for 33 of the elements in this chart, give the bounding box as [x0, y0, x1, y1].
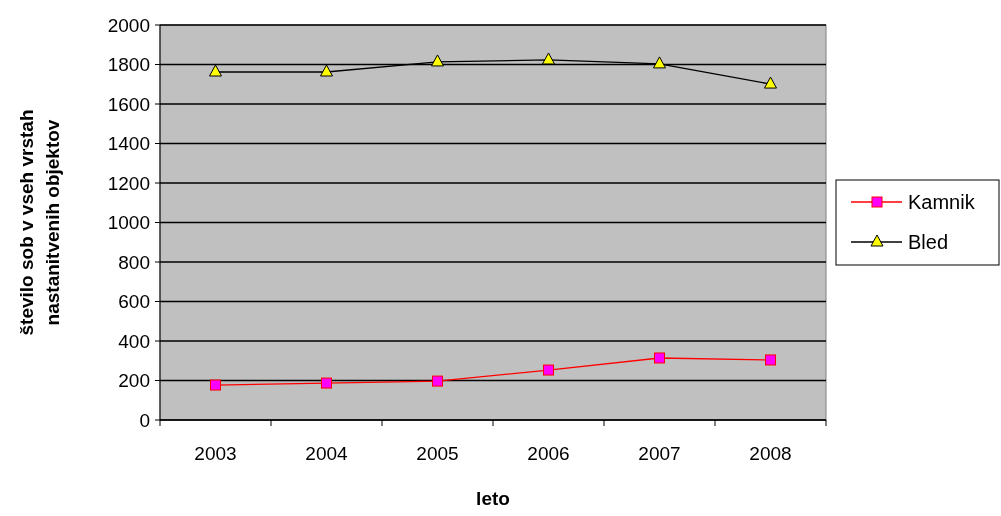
x-axis-title: leto — [476, 488, 510, 509]
y-tick-label: 600 — [118, 291, 150, 313]
point — [210, 379, 221, 391]
y-axis-title: število sob v vseh vrstah nastanitvenih objektov — [16, 109, 63, 336]
point — [542, 52, 555, 65]
x-tick-label: 2003 — [194, 443, 237, 464]
y-tick-label: 400 — [118, 330, 150, 352]
y-tick-label: 1400 — [107, 133, 150, 155]
y-tick-label: 1200 — [107, 172, 150, 194]
y-tick-label: 1600 — [107, 93, 150, 115]
y-tick-label: 1000 — [107, 212, 150, 234]
point — [653, 56, 666, 69]
y-tick-label: 0 — [139, 409, 150, 431]
point — [432, 375, 443, 387]
point — [321, 377, 332, 389]
y-tick-label: 200 — [118, 370, 150, 392]
point — [543, 364, 554, 376]
point — [431, 54, 444, 67]
legend-label: Bled — [908, 231, 949, 253]
point — [209, 64, 222, 77]
x-tick-label: 2005 — [416, 443, 459, 464]
x-tick-label: 2008 — [749, 443, 792, 464]
x-tick-label: 2006 — [527, 443, 570, 464]
y-tick-label: 2000 — [107, 14, 150, 36]
point — [765, 354, 776, 366]
x-tick-label: 2007 — [638, 443, 681, 464]
point — [320, 64, 333, 77]
y-tick-label: 1800 — [107, 54, 150, 76]
point — [654, 352, 665, 364]
point — [764, 76, 777, 89]
y-tick-label: 800 — [118, 251, 150, 273]
x-tick-label: 2004 — [305, 443, 349, 464]
legend-label: Kamnik — [908, 191, 976, 213]
